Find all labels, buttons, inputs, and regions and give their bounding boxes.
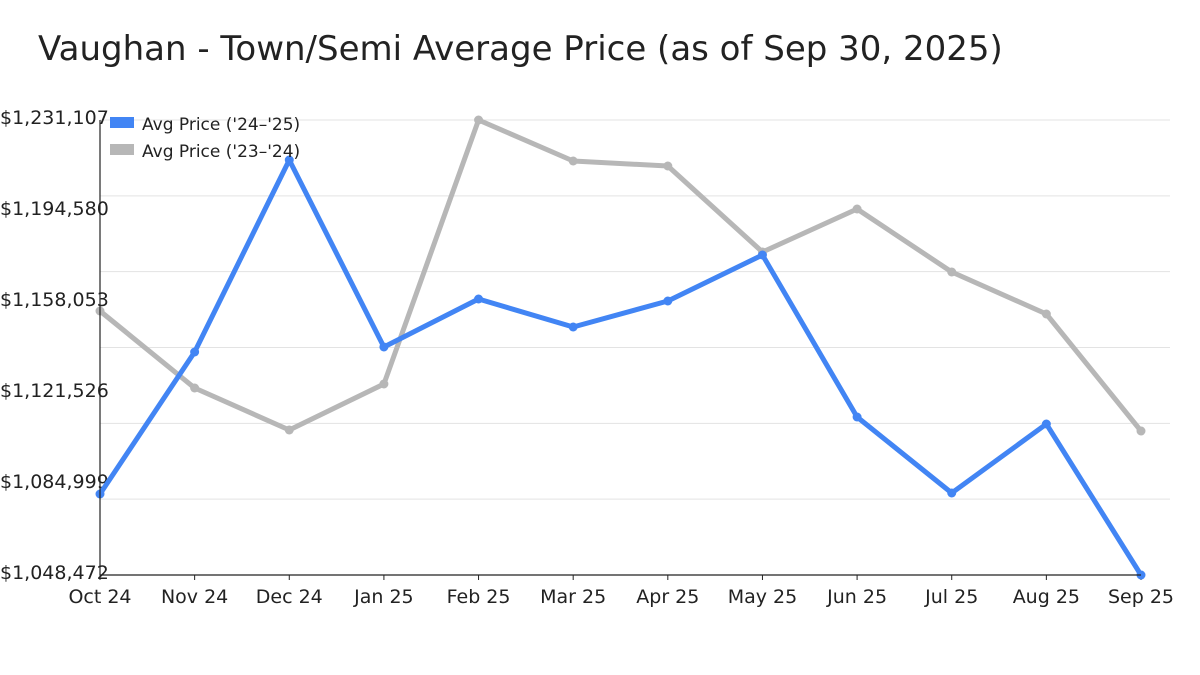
- data-point[interactable]: [379, 342, 389, 352]
- data-point[interactable]: [663, 161, 673, 171]
- legend: Avg Price ('24–'25) Avg Price ('23–'24): [110, 115, 300, 162]
- x-tick-label: Sep 25: [1108, 586, 1174, 608]
- legend-label-24-25[interactable]: Avg Price ('24–'25): [142, 115, 300, 135]
- x-tick-label: Jan 25: [353, 586, 414, 608]
- x-tick-label: Mar 25: [540, 586, 606, 608]
- x-tick-label: Jun 25: [826, 586, 887, 608]
- series-lines: [95, 115, 1146, 580]
- x-tick-label: Apr 25: [636, 586, 699, 608]
- x-tick-label: Nov 24: [161, 586, 228, 608]
- legend-label-23-24[interactable]: Avg Price ('23–'24): [142, 142, 300, 162]
- x-tick-label: Aug 25: [1013, 586, 1080, 608]
- data-point[interactable]: [284, 155, 294, 165]
- data-point[interactable]: [663, 296, 673, 306]
- series-1: [95, 115, 1146, 436]
- x-tick-label: Oct 24: [68, 586, 131, 608]
- series-line: [97, 157, 1144, 577]
- data-point[interactable]: [474, 294, 484, 304]
- y-axis-ticks: $1,048,472 $1,084,999 $1,121,526 $1,158,053…: [0, 107, 109, 584]
- data-point[interactable]: [379, 379, 389, 389]
- data-point[interactable]: [1041, 309, 1051, 319]
- data-point[interactable]: [852, 204, 862, 214]
- legend-swatch-23-24: [110, 144, 134, 155]
- data-point[interactable]: [947, 488, 957, 498]
- series-0: [95, 155, 1146, 580]
- data-point[interactable]: [190, 383, 200, 393]
- data-point[interactable]: [568, 156, 578, 166]
- y-tick-label: $1,121,526: [0, 380, 109, 402]
- y-tick-label: $1,231,107: [0, 107, 109, 129]
- y-tick-label: $1,048,472: [0, 562, 109, 584]
- chart-title: Vaughan - Town/Semi Average Price (as of…: [38, 29, 1003, 69]
- x-tick-label: Jul 25: [924, 586, 978, 608]
- data-point[interactable]: [947, 267, 957, 277]
- data-point[interactable]: [474, 115, 484, 125]
- data-point[interactable]: [757, 250, 767, 260]
- series-line: [98, 117, 1143, 433]
- y-tick-label: $1,194,580: [0, 198, 109, 220]
- y-tick-label: $1,084,999: [0, 471, 109, 493]
- x-tick-label: Dec 24: [256, 586, 323, 608]
- data-point[interactable]: [1136, 426, 1146, 436]
- y-tick-label: $1,158,053: [0, 289, 109, 311]
- data-point[interactable]: [568, 322, 578, 332]
- data-point[interactable]: [1041, 419, 1051, 429]
- data-point[interactable]: [852, 412, 862, 422]
- data-point[interactable]: [190, 347, 200, 357]
- data-point[interactable]: [284, 425, 294, 435]
- x-axis-ticks: Oct 24 Nov 24 Dec 24 Jan 25 Feb 25 Mar 25 Apr …: [68, 575, 1174, 608]
- x-tick-label: Feb 25: [447, 586, 511, 608]
- legend-swatch-24-25: [110, 117, 134, 128]
- x-tick-label: May 25: [728, 586, 798, 608]
